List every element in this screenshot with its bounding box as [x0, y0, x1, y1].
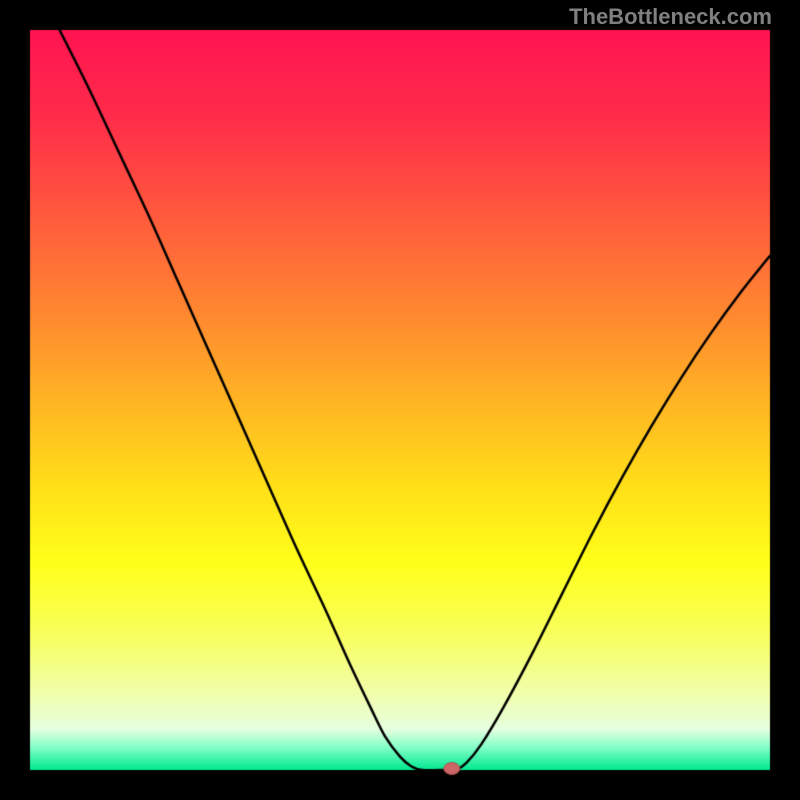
- watermark-label: TheBottleneck.com: [569, 4, 772, 30]
- chart-stage: TheBottleneck.com: [0, 0, 800, 800]
- bottleneck-chart-canvas: [0, 0, 800, 800]
